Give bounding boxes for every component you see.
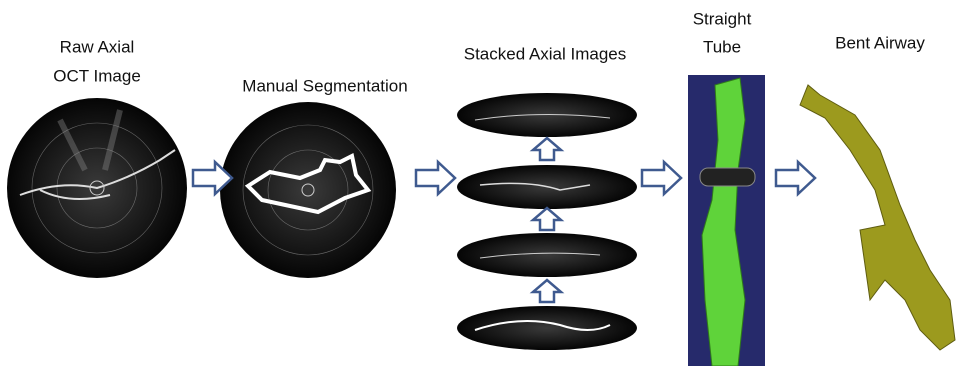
- panel-label: Bent Airway: [835, 33, 925, 52]
- panel-label: Raw Axial: [60, 37, 135, 56]
- arrow: [774, 159, 817, 197]
- panel-label: Stacked Axial Images: [464, 44, 627, 63]
- arrow: [414, 159, 457, 197]
- raw-oct-image: [7, 98, 187, 278]
- panel-label: Tube: [703, 37, 741, 56]
- stacked-slices: [457, 93, 637, 350]
- arrow: [640, 159, 683, 197]
- bent-airway: [799, 84, 956, 351]
- panel-label: Straight: [693, 9, 752, 28]
- panel-label: Manual Segmentation: [242, 76, 407, 95]
- straight-tube: [688, 75, 765, 366]
- panel-label: OCT Image: [53, 66, 141, 85]
- arrow: [191, 159, 234, 197]
- segmented-oct-image: [220, 102, 396, 278]
